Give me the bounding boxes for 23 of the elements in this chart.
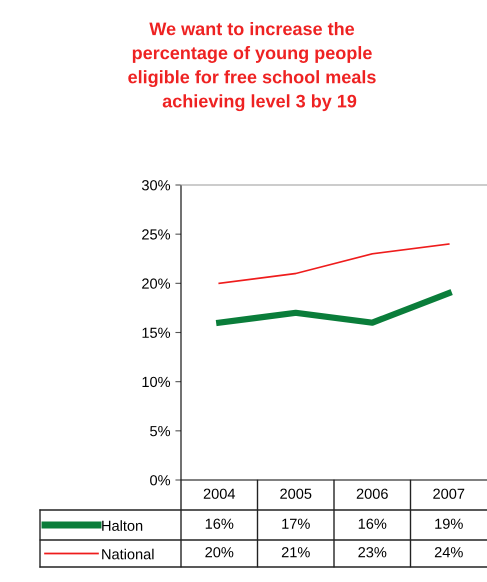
x-tick-label: 2006 <box>356 488 388 499</box>
chart-title: We want to increase the percentage of young people eligible for free school meals achieving level 3 by 19 <box>128 22 376 112</box>
data-label: 21% <box>282 547 310 558</box>
x-tick-label: 2004 <box>204 488 236 499</box>
y-tick-label: 20% <box>142 278 170 289</box>
y-tick-label: 5% <box>150 426 170 436</box>
data-label: 20% <box>205 547 234 558</box>
y-tick-label: 10% <box>142 376 170 388</box>
y-tick-label: 0% <box>150 475 170 486</box>
y-tick-label: 30% <box>142 180 170 190</box>
data-label: 19% <box>435 518 463 529</box>
y-tick-label: 15% <box>142 328 170 338</box>
data-label: 17% <box>282 518 310 529</box>
data-label: 23% <box>358 547 386 558</box>
data-label: 16% <box>206 518 234 529</box>
y-tick-label: 25% <box>142 229 170 240</box>
x-tick-label: 2005 <box>280 488 312 499</box>
data-label: 24% <box>434 547 463 558</box>
x-tick-label: 2007 <box>433 488 464 499</box>
legend-label: National <box>102 548 154 560</box>
line-series <box>218 243 450 284</box>
legend-label: Halton <box>102 520 142 531</box>
data-label: 16% <box>358 518 386 529</box>
